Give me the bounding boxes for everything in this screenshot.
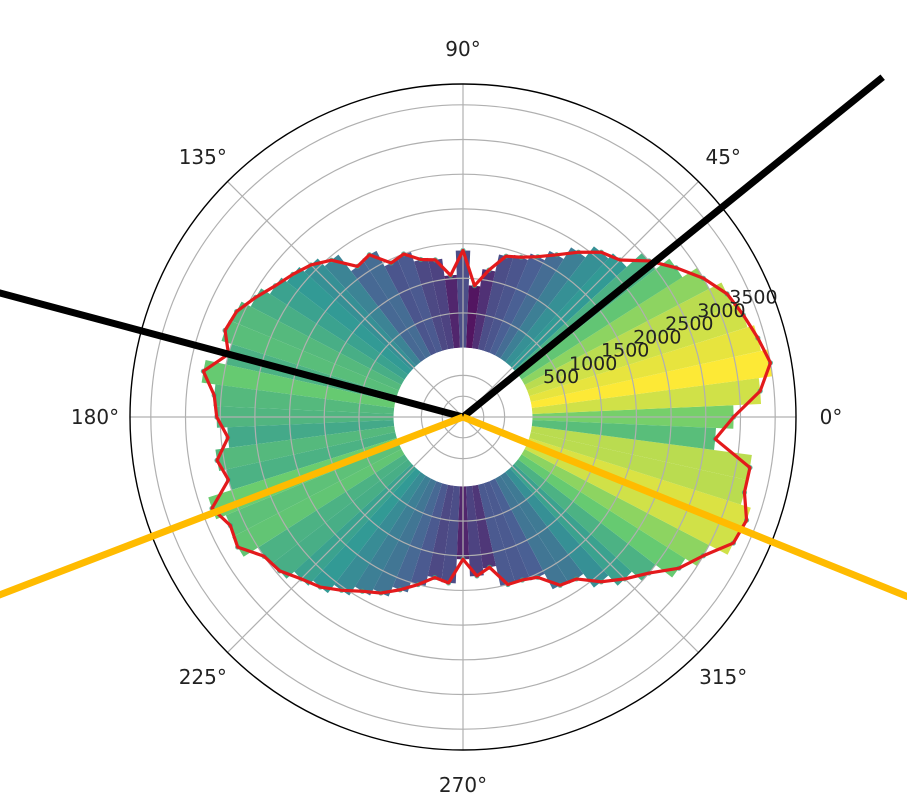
polar-bar: [472, 484, 497, 569]
polar-bar: [427, 484, 454, 579]
angular-gridline: [462, 181, 699, 418]
polar-bar: [478, 483, 516, 587]
polar-bar: [524, 443, 739, 555]
polar-bar: [530, 349, 773, 408]
polar-bar: [273, 459, 412, 579]
angle-tick-label: 135°: [179, 145, 227, 169]
polar-bar: [495, 250, 564, 359]
polar-bar: [441, 485, 460, 584]
polar-bar: [483, 481, 530, 583]
polar-bar: [215, 426, 396, 472]
polar-bar: [413, 257, 448, 351]
radial-tick-label: 3500: [729, 287, 777, 309]
polar-bar: [392, 481, 443, 593]
polar-bar: [483, 254, 529, 353]
polar-bar: [334, 472, 426, 596]
radial-tick-label: 2500: [665, 313, 713, 335]
polar-bar: [373, 478, 437, 597]
radial-tick-label: 3000: [697, 300, 745, 322]
polar-bar: [529, 432, 748, 505]
radial-tick-label: 1000: [569, 353, 617, 375]
polar-bar: [258, 454, 408, 565]
polar-bar: [472, 269, 496, 350]
overlay-line: [0, 289, 464, 421]
outline-series: [201, 248, 773, 595]
polar-bar: [362, 250, 431, 359]
grid-layer: [129, 83, 797, 751]
polar-frame: [129, 83, 797, 751]
polar-bar: [505, 246, 609, 366]
polar-bar: [495, 475, 568, 590]
polar-bar: [286, 267, 412, 375]
polar-bar: [489, 478, 545, 581]
polar-bar: [530, 426, 752, 481]
angle-tick-label: 90°: [445, 37, 480, 61]
polar-bar: [269, 277, 408, 380]
labels-layer: 0°45°90°135°180°225°270°315°500100015002…: [71, 37, 842, 797]
polar-bar: [529, 325, 762, 402]
polar-bar: [227, 420, 395, 448]
polar-bar: [489, 253, 545, 356]
radial-tick-label: 1500: [601, 340, 649, 362]
outline-layer: [201, 248, 773, 595]
polar-bar: [396, 251, 443, 353]
polar-bar: [521, 449, 710, 567]
polar-bar: [521, 267, 710, 385]
radial-tick-label: 2000: [633, 326, 681, 348]
polar-bar: [225, 432, 397, 491]
radial-tick-label: 500: [543, 366, 579, 388]
polar-bar: [527, 302, 748, 397]
angle-tick-label: 0°: [820, 405, 843, 429]
polar-bar: [466, 285, 481, 349]
polar-bar: [384, 259, 437, 356]
polar-bar: [250, 288, 405, 385]
overlay-line: [461, 413, 907, 601]
polar-bar: [518, 454, 686, 578]
angle-tick-label: 270°: [439, 773, 487, 797]
polar-bar: [313, 468, 421, 594]
polar-bar: [410, 483, 448, 587]
polar-bar: [466, 485, 484, 577]
angle-tick-label: 180°: [71, 405, 119, 429]
polar-bar: [232, 449, 405, 557]
overlay-line: [0, 413, 465, 599]
polar-bar: [221, 320, 399, 397]
polar-bar: [201, 359, 396, 408]
polar-bar: [324, 254, 421, 366]
polar-bar: [232, 301, 402, 391]
polar-bar: [351, 261, 426, 362]
angle-tick-label: 315°: [699, 665, 747, 689]
angular-gridline: [227, 416, 464, 653]
overlay-line: [460, 74, 885, 420]
polar-bar: [444, 274, 460, 349]
polar-bar: [500, 472, 584, 584]
polar-bar: [225, 443, 402, 536]
angular-gridline: [227, 181, 464, 418]
polar-bar: [514, 459, 656, 582]
angular-gridline: [462, 416, 699, 653]
polar-bar: [505, 468, 609, 588]
angle-tick-label: 45°: [705, 145, 740, 169]
overlay-layer: [0, 74, 907, 601]
polar-bar: [213, 384, 395, 414]
polar-bar: [478, 254, 514, 351]
polar-bar: [518, 258, 683, 380]
angle-tick-label: 225°: [179, 665, 227, 689]
